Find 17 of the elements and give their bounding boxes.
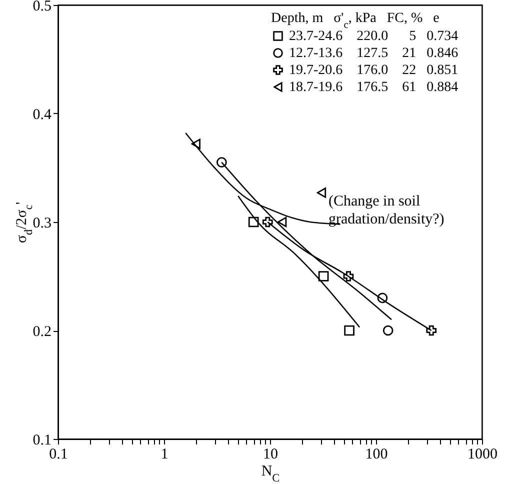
legend-label: 18.7-19.6 176.5 61 0.884 — [289, 80, 458, 95]
legend-title: Depth, m σ'$_{c}$, kPa FC, % e — [271, 11, 440, 30]
x-tick-label: 1000 — [468, 446, 498, 462]
x-tick-label: 10 — [263, 446, 278, 462]
x-tick-label: 100 — [365, 446, 388, 462]
legend-label: 23.7-24.6 220.0 5 0.734 — [289, 29, 458, 44]
y-tick-label: 0.1 — [32, 432, 52, 448]
y-tick-label: 0.2 — [32, 324, 52, 340]
x-tick-label: 0.1 — [49, 446, 68, 462]
y-tick-label: 0.3 — [32, 216, 52, 232]
x-tick-label: 1 — [160, 446, 168, 462]
y-tick-label: 0.5 — [32, 0, 52, 14]
annotation: (Change in soil gradation/density?) — [328, 194, 444, 228]
legend-label: 19.7-20.6 176.0 22 0.851 — [289, 63, 458, 78]
legend-label: 12.7-13.6 127.5 21 0.846 — [289, 46, 458, 61]
y-tick-label: 0.4 — [32, 107, 52, 123]
x-axis-title: N$_{C}$ — [261, 464, 280, 484]
